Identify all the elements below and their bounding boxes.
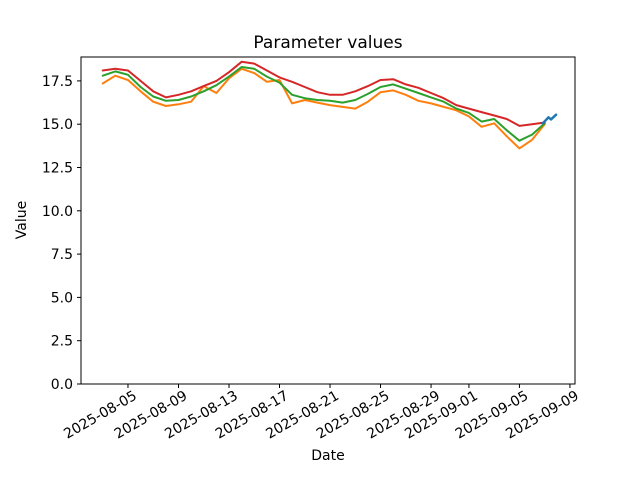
series-orange-line <box>101 67 546 150</box>
axes-frame <box>80 56 576 385</box>
x-axis-label: Date <box>311 448 345 464</box>
series-blue-line <box>541 113 558 125</box>
y-axis-label: Value <box>14 200 30 240</box>
y-tick-label: 17.5 <box>42 74 73 90</box>
y-tick-label: 2.5 <box>51 334 73 350</box>
y-tick-label: 12.5 <box>42 161 73 177</box>
y-tick-label: 15.0 <box>42 117 73 133</box>
series-green-line <box>101 66 546 142</box>
y-tick-label: 0.0 <box>51 377 73 393</box>
chart-title: Parameter values <box>253 33 403 53</box>
y-tick-label: 10.0 <box>42 204 73 220</box>
series-red-line <box>101 60 546 127</box>
y-tick-label: 5.0 <box>51 290 73 306</box>
y-tick-label: 7.5 <box>51 247 73 263</box>
